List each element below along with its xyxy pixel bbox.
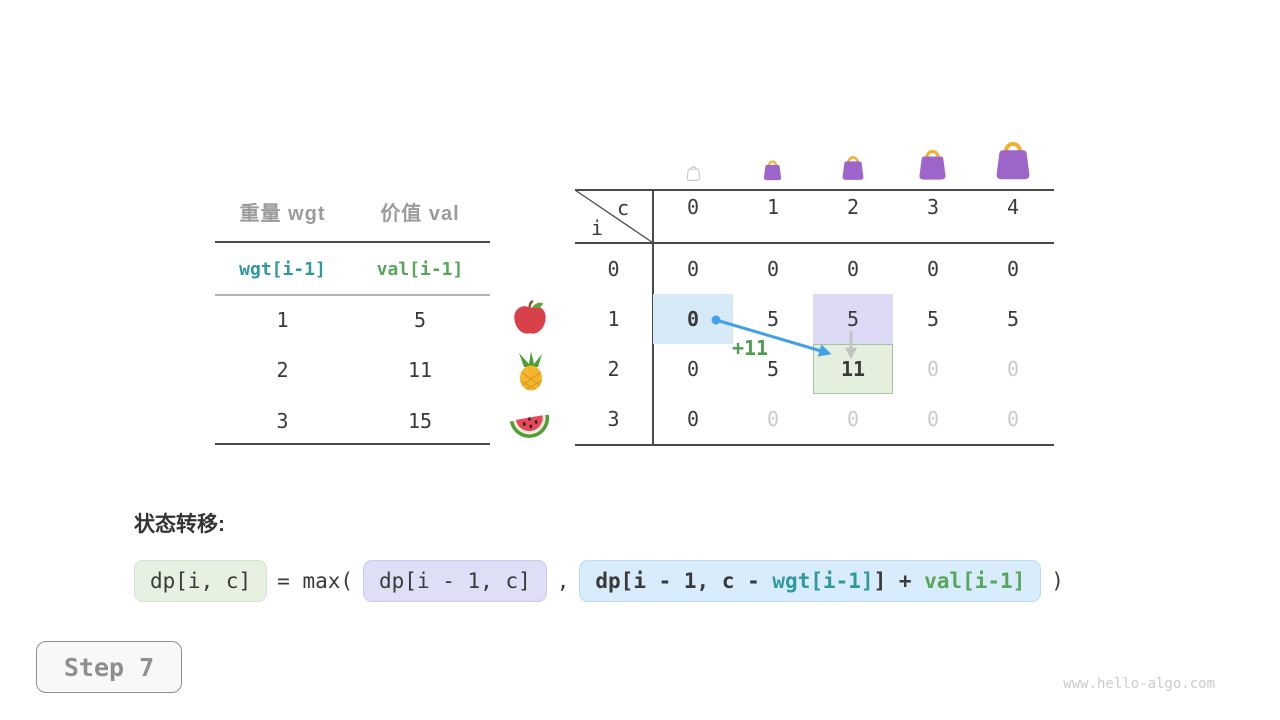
dp-cell: 0 [686, 257, 700, 281]
bag-empty-icon [685, 164, 702, 181]
watermark: www.hello-algo.com [1063, 676, 1215, 692]
formula-arg-take-prefix: dp[i - 1, c - [595, 569, 773, 593]
bag-xlarge-icon [991, 137, 1035, 181]
dp-col-header: 1 [766, 195, 780, 219]
divider [215, 294, 490, 296]
item-value: 15 [407, 409, 433, 433]
dp-col-variable: c [616, 196, 630, 220]
dp-cell: 0 [1006, 357, 1020, 381]
dp-col-header: 2 [846, 195, 860, 219]
item-value: 11 [407, 358, 433, 382]
dp-cell: 0 [766, 407, 780, 431]
dp-column-headers: 0 1 2 3 4 [653, 195, 1053, 219]
dp-matrix: 0 0 0 0 0 0 5 5 5 5 0 5 11 0 0 0 0 0 0 0 [653, 244, 1053, 444]
dp-cell: 0 [1006, 407, 1020, 431]
dp-row-variable: i [590, 216, 604, 240]
items-weight-header: 重量 wgt [239, 203, 326, 225]
items-value-formula: val[i-1] [376, 259, 464, 280]
formula-arg-take: dp[i - 1, c - wgt[i-1]] + val[i-1] [579, 560, 1042, 602]
formula-close-paren: ) [1051, 569, 1064, 593]
formula-arg-take-val: val[i-1] [924, 569, 1026, 593]
dp-cell: 0 [926, 407, 940, 431]
dp-cell: 0 [846, 407, 860, 431]
dp-col-header: 0 [686, 195, 700, 219]
formula-arg-take-mid: ] + [873, 569, 925, 593]
dp-cell: 0 [686, 357, 700, 381]
divider [575, 444, 1054, 446]
formula-arg-skip: dp[i - 1, c] [363, 560, 547, 602]
apple-icon [511, 299, 549, 337]
bag-medium-icon [839, 153, 867, 181]
transition-formula: dp[i, c] = max( dp[i - 1, c] , dp[i - 1,… [134, 559, 1064, 603]
dp-cell: 0 [1006, 257, 1020, 281]
bag-large-icon [915, 146, 950, 181]
dp-cell-source-skip: 5 [813, 294, 893, 344]
item-weight: 3 [276, 409, 289, 433]
divider [215, 241, 490, 243]
items-value-header: 价值 val [380, 203, 460, 225]
transition-heading: 状态转移: [134, 513, 225, 536]
formula-arg-take-wgt: wgt[i-1] [772, 569, 874, 593]
bag-small-icon [761, 158, 784, 181]
dp-cell: 5 [766, 357, 780, 381]
dp-cell-source-take: 0 [653, 294, 733, 344]
dp-cell: 0 [686, 407, 700, 431]
formula-equals-max: = max( [277, 569, 354, 593]
transfer-value-annotation: +11 [731, 336, 769, 360]
divider [575, 189, 1054, 191]
item-weight: 1 [276, 308, 289, 332]
dp-row-headers: 0 1 2 3 [575, 244, 652, 444]
dp-row-header: 0 [607, 257, 620, 281]
dp-cell: 5 [1006, 307, 1020, 331]
dp-cell-current: 11 [813, 344, 893, 394]
dp-row-header: 2 [607, 357, 620, 381]
dp-row-header: 3 [607, 407, 620, 431]
dp-cell: 0 [766, 257, 780, 281]
dp-cell: 0 [846, 257, 860, 281]
dp-col-header: 4 [1006, 195, 1020, 219]
step-indicator-button[interactable]: Step 7 [36, 641, 182, 693]
divider [215, 443, 490, 445]
dp-row-header: 1 [607, 307, 620, 331]
dp-cell: 0 [926, 257, 940, 281]
divider [575, 242, 1054, 244]
item-value: 5 [413, 308, 427, 332]
formula-lhs: dp[i, c] [134, 560, 268, 602]
item-weight: 2 [276, 358, 289, 382]
formula-separator: , [556, 569, 570, 593]
dp-cell: 5 [926, 307, 940, 331]
dp-cell: 0 [926, 357, 940, 381]
items-weight-formula: wgt[i-1] [239, 259, 326, 280]
watermelon-icon [510, 402, 550, 442]
pineapple-icon [511, 351, 551, 391]
dp-col-header: 3 [926, 195, 940, 219]
